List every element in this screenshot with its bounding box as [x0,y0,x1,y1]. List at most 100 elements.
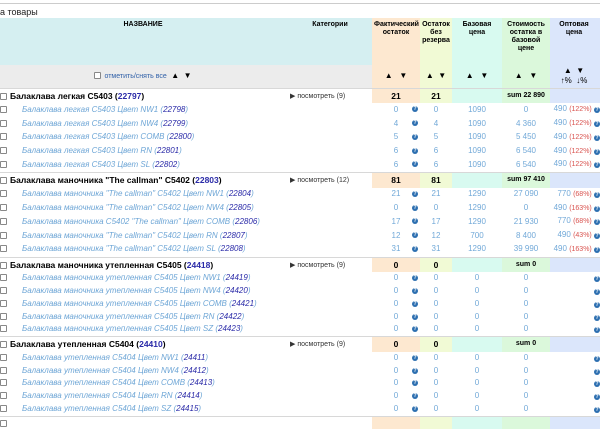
product-id-link[interactable]: 24415 [176,403,199,413]
help-icon[interactable]: ? [412,367,418,374]
categories-view-link[interactable]: ▶ посмотреть (12) [290,177,350,184]
help-icon[interactable]: ? [412,190,418,197]
product-id-link[interactable]: 24411 [183,352,206,362]
help-icon[interactable]: ? [594,148,600,155]
variant-name-link[interactable]: Балаклава легкая C5403 Цвет NW1 [22,104,159,114]
group-name[interactable]: Балаклава утепленная C5404 [10,339,134,349]
help-icon[interactable]: ? [594,314,600,321]
help-icon[interactable]: ? [412,106,418,113]
variant-name-link[interactable]: Балаклава утепленная C5404 Цвет COMB [22,378,186,388]
help-icon[interactable]: ? [412,161,418,168]
product-id-link[interactable]: 22799 [163,118,186,128]
group-name[interactable]: Балаклава легкая C5403 [10,90,113,101]
categories-view-link[interactable]: ▶ посмотреть (9) [290,92,346,100]
variant-name-link[interactable]: Балаклава маночника "The callman" C5402 … [22,244,216,254]
help-icon[interactable]: ? [594,233,600,239]
product-id-link[interactable]: 24418 [186,259,211,270]
variant-name-link[interactable]: Балаклава легкая C5403 Цвет COMB [22,132,165,142]
row-checkbox[interactable] [0,177,7,184]
sort-desc-button[interactable]: ▼ [183,70,192,80]
sort-asc-button[interactable]: ▲ [171,70,180,80]
help-icon[interactable]: ? [594,246,600,253]
row-checkbox[interactable] [0,341,7,348]
row-checkbox[interactable] [0,299,7,307]
variant-name-link[interactable]: Балаклава утепленная C5404 Цвет NW1 [22,352,179,362]
help-icon[interactable]: ? [412,275,418,282]
sort-asc-button[interactable]: ▲ [563,66,572,76]
variant-name-link[interactable]: Балаклава легкая C5403 Цвет NW4 [22,118,159,128]
select-all-checkbox[interactable] [94,71,102,79]
help-icon[interactable]: ? [594,107,600,114]
row-checkbox[interactable] [0,190,7,198]
variant-name-link[interactable]: Балаклава маночника "The callman" C5402 … [22,203,224,212]
product-id-link[interactable]: 24414 [177,391,200,400]
product-id-link[interactable]: 22803 [195,175,219,185]
help-icon[interactable]: ? [594,301,600,308]
variant-name-link[interactable]: Балаклава маночника утепленная C5405 Цве… [22,273,221,283]
help-icon[interactable]: ? [594,355,600,362]
product-id-link[interactable]: 22802 [154,159,178,169]
help-icon[interactable]: ? [412,326,418,333]
row-checkbox[interactable] [0,312,7,320]
sort-asc-button[interactable]: ▲ [514,71,523,81]
product-id-link[interactable]: 24422 [219,311,242,321]
select-all-link[interactable]: отметить/снять все [104,72,167,80]
help-icon[interactable]: ? [412,232,418,238]
group-name[interactable]: Балаклава маночника "The callman" C5402 [10,175,190,185]
help-icon[interactable]: ? [412,120,418,126]
variant-name-link[interactable]: Балаклава утепленная C5404 Цвет SZ [22,403,172,413]
help-icon[interactable]: ? [412,380,418,387]
variant-name-link[interactable]: Балаклава маночника "The callman" C5402 … [22,230,218,240]
row-checkbox[interactable] [0,287,7,294]
row-checkbox[interactable] [0,379,7,387]
variant-name-link[interactable]: Балаклава утепленная C5404 Цвет RN [22,391,173,400]
row-checkbox[interactable] [0,160,7,168]
product-id-link[interactable]: 22808 [220,244,243,254]
sort-desc-button[interactable]: ▼ [480,71,489,81]
help-icon[interactable]: ? [412,354,418,361]
product-id-link[interactable]: 22807 [222,230,245,240]
group-name[interactable]: Балаклава маночника утепленная C5405 [10,259,182,270]
product-id-link[interactable]: 24410 [139,339,163,349]
product-id-link[interactable]: 24421 [231,298,255,308]
sort-desc-button[interactable]: ▼ [399,71,408,81]
help-icon[interactable]: ? [412,147,418,154]
variant-name-link[interactable]: Балаклава утепленная C5404 Цвет NW4 [22,365,179,375]
categories-view-link[interactable]: ▶ посмотреть (9) [290,261,346,269]
help-icon[interactable]: ? [594,406,600,413]
variant-name-link[interactable]: Балаклава маночника утепленная C5405 Цве… [22,286,221,295]
row-checkbox[interactable] [0,261,7,269]
variant-name-link[interactable]: Балаклава маночника утепленная C5405 Цве… [22,324,214,334]
row-checkbox[interactable] [0,133,7,141]
variant-name-link[interactable]: Балаклава маночника утепленная C5405 Цве… [22,311,215,321]
row-checkbox[interactable] [0,231,7,239]
row-checkbox[interactable] [0,204,7,211]
help-icon[interactable]: ? [594,381,600,388]
sort-pct-down-button[interactable]: ↓% [576,76,588,86]
product-id-link[interactable]: 24423 [218,324,241,334]
help-icon[interactable]: ? [412,313,418,320]
help-icon[interactable]: ? [412,300,418,307]
row-checkbox[interactable] [0,147,7,154]
row-checkbox[interactable] [0,245,7,253]
help-icon[interactable]: ? [412,245,418,252]
sort-asc-button[interactable]: ▲ [465,71,474,81]
sort-pct-up-button[interactable]: ↑% [560,76,572,86]
sort-desc-button[interactable]: ▼ [576,66,585,76]
row-checkbox[interactable] [0,366,7,374]
help-icon[interactable]: ? [412,393,418,399]
variant-name-link[interactable]: Балаклава легкая C5403 Цвет RN [22,146,152,155]
product-id-link[interactable]: 22800 [169,132,192,142]
help-icon[interactable]: ? [594,134,600,141]
help-icon[interactable]: ? [594,394,600,400]
variant-name-link[interactable]: Балаклава маночника "The callman" C5402 … [22,189,224,199]
variant-name-link[interactable]: Балаклава маночника C5402 "The callman" … [22,216,231,226]
row-checkbox[interactable] [0,419,7,427]
sort-desc-button[interactable]: ▼ [438,71,447,81]
categories-view-link[interactable]: ▶ посмотреть (9) [290,341,346,348]
help-icon[interactable]: ? [594,121,600,127]
help-icon[interactable]: ? [594,276,600,283]
product-id-link[interactable]: 22805 [228,203,252,212]
row-checkbox[interactable] [0,92,7,100]
help-icon[interactable]: ? [594,289,600,295]
